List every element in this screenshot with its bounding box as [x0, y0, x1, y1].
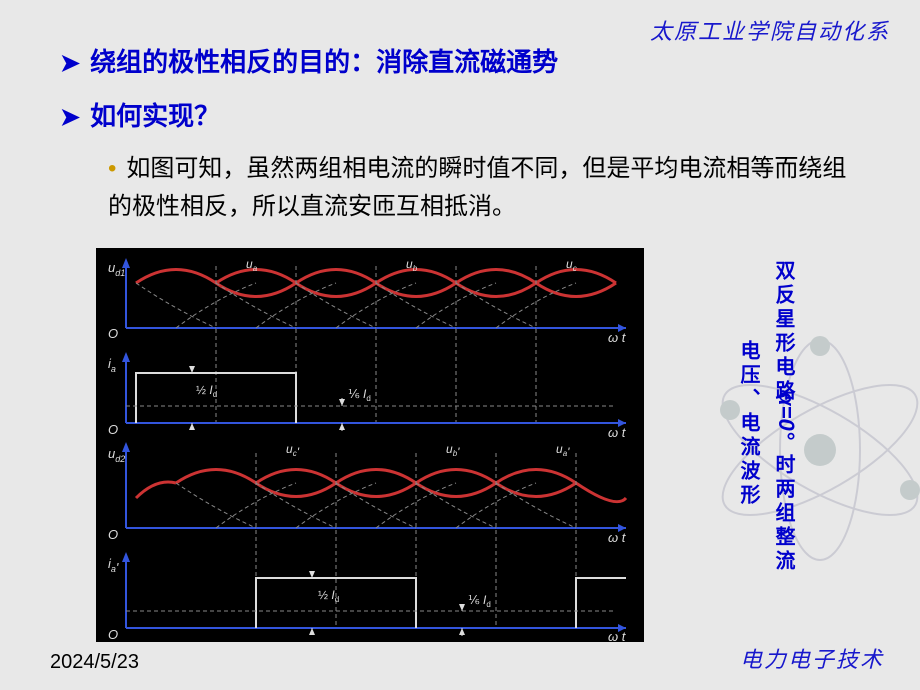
svg-text:ub': ub': [446, 442, 460, 459]
svg-text:ua': ua': [556, 442, 570, 459]
sub-bullet-text: 如图可知，虽然两组相电流的瞬时值不同，但是平均电流相等而绕组的极性相反，所以直流…: [108, 155, 846, 220]
svg-text:uc: uc: [566, 257, 577, 273]
footer-subject: 电力电子技术: [740, 642, 884, 674]
svg-text:ud2: ud2: [108, 446, 125, 464]
svg-text:⅙ Id: ⅙ Id: [468, 593, 491, 609]
side-label-alpha: α=0°: [773, 392, 806, 440]
panel-ia: ia O ω t ½ Id ⅙ Id: [108, 352, 627, 440]
side-label-3: 时两组整流: [769, 454, 798, 574]
bullet-1-text: 绕组的极性相反的目的：消除直流磁通势: [90, 47, 558, 77]
svg-text:ud1: ud1: [108, 260, 125, 278]
chevron-icon: ➤: [60, 103, 80, 132]
chevron-icon: ➤: [60, 49, 80, 78]
svg-text:O: O: [108, 326, 118, 341]
svg-text:O: O: [108, 422, 118, 437]
atom-decoration: [690, 320, 920, 580]
svg-text:ω t: ω t: [608, 629, 627, 642]
svg-text:½ Id: ½ Id: [318, 588, 339, 604]
bullet-dot-icon: •: [108, 155, 116, 182]
svg-text:ω t: ω t: [608, 425, 627, 440]
svg-text:⅙ Id: ⅙ Id: [348, 387, 371, 403]
bullet-2-text: 如何实现？: [90, 101, 220, 131]
svg-text:½ Id: ½ Id: [196, 383, 217, 399]
side-label-main: 双反星形电路: [768, 260, 798, 404]
svg-text:ia': ia': [108, 556, 119, 575]
bullet-point-1: ➤ 绕组的极性相反的目的：消除直流磁通势: [60, 42, 558, 79]
side-label-1: 双反星形电路: [772, 260, 794, 404]
waveform-diagram: ud1 O ω t: [96, 248, 644, 642]
svg-text:ω t: ω t: [608, 530, 627, 545]
footer-date: 2024/5/23: [50, 651, 139, 674]
svg-text:uc': uc': [286, 442, 300, 459]
panel-ia2: ia' O ω t ½ Id ⅙ Id: [108, 552, 627, 642]
svg-text:ia: ia: [108, 356, 116, 374]
bullet-point-2: ➤ 如何实现？: [60, 96, 220, 133]
side-label-2-wrap: 电压、电流波形: [734, 340, 763, 508]
side-label-2: 电压、电流波形: [737, 340, 759, 508]
sub-bullet: •如图可知，虽然两组相电流的瞬时值不同，但是平均电流相等而绕组的极性相反，所以直…: [108, 150, 868, 227]
panel-ud2: ud2 O ω t: [108, 442, 627, 628]
svg-text:ua: ua: [246, 257, 258, 273]
svg-text:O: O: [108, 527, 118, 542]
svg-text:ub: ub: [406, 257, 418, 273]
header-institution: 太原工业学院自动化系: [650, 14, 890, 46]
svg-text:ω t: ω t: [608, 330, 627, 345]
svg-text:O: O: [108, 627, 118, 642]
